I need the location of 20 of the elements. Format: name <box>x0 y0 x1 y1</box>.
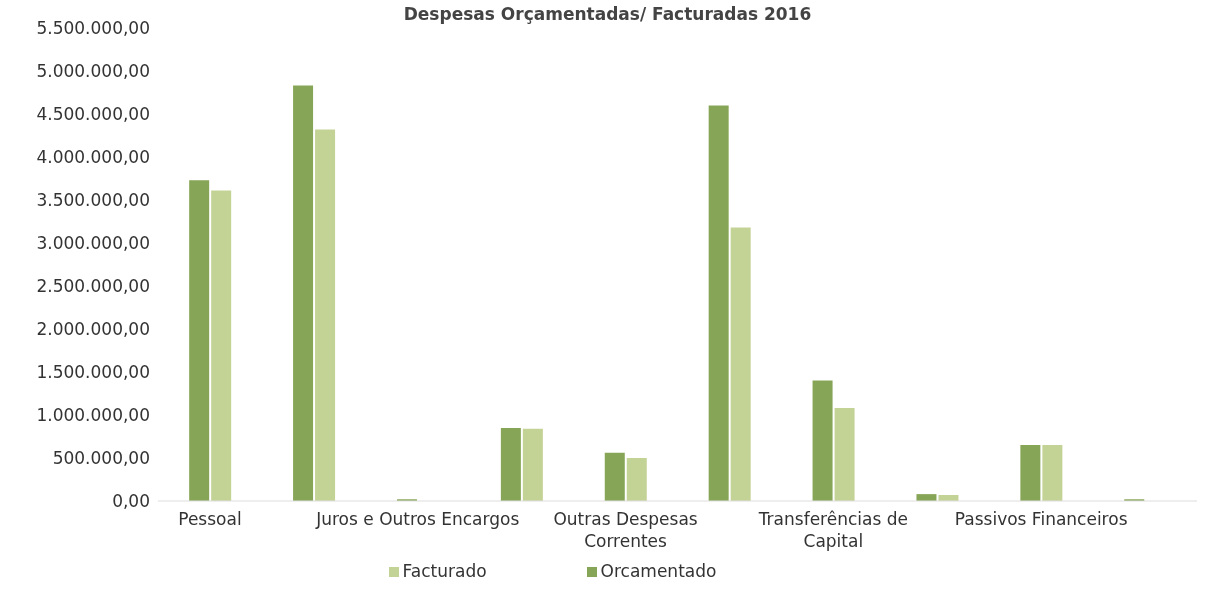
x-tick-label: Pessoal <box>178 509 242 529</box>
x-tick-label: Juros e Outros Encargos <box>315 509 520 529</box>
y-tick-label: 1.000.000,00 <box>36 405 150 426</box>
y-tick-label: 5.500.000,00 <box>36 18 150 39</box>
x-tick-label: Transferências de Capital <box>757 509 908 551</box>
y-tick-label: 0,00 <box>112 491 150 512</box>
x-tick-label: Outras Despesas Correntes <box>553 509 698 551</box>
y-tick-label: 500.000,00 <box>52 448 150 469</box>
y-tick-label: 5.000.000,00 <box>36 61 150 82</box>
y-tick-label: 2.500.000,00 <box>36 276 150 297</box>
y-tick-label: 4.000.000,00 <box>36 147 150 168</box>
legend-label: Orcamentado <box>600 561 717 581</box>
y-tick-label: 3.500.000,00 <box>36 190 150 211</box>
y-tick-label: 3.000.000,00 <box>36 233 150 254</box>
y-tick-label: 4.500.000,00 <box>36 104 150 125</box>
y-tick-label: 2.000.000,00 <box>36 319 150 340</box>
x-tick-label: Passivos Financeiros <box>954 509 1128 529</box>
y-tick-label: 1.500.000,00 <box>36 362 150 383</box>
chart-title: Despesas Orçamentadas/ Facturadas 2016 <box>403 4 812 24</box>
legend-label: Facturado <box>402 561 487 581</box>
